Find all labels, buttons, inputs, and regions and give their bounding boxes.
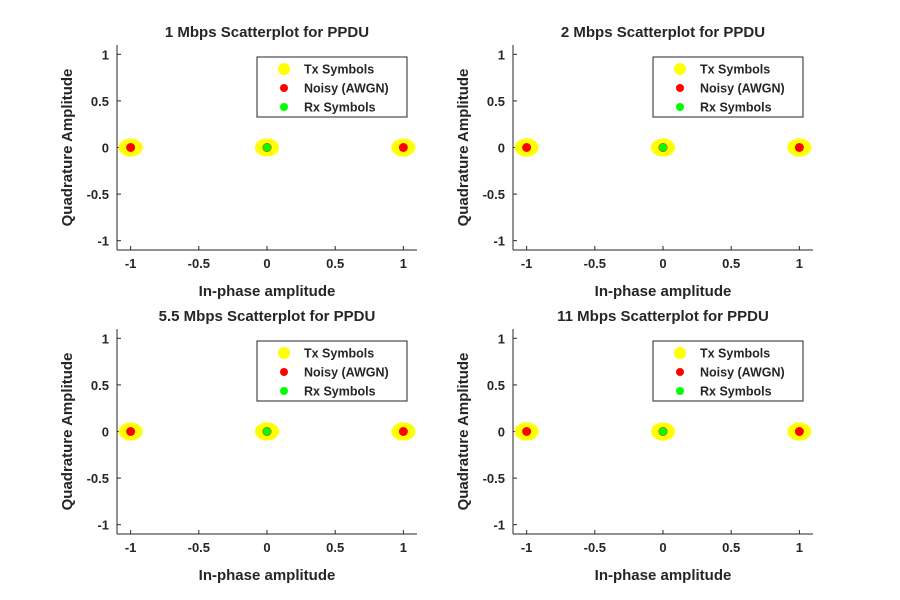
- x-axis-label: In-phase amplitude: [199, 283, 336, 300]
- legend-entry: Tx Symbols: [304, 347, 374, 361]
- scatter-panel-3: 5.5 Mbps Scatterplot for PPDU -1 -0.5 0 0.5 1…: [59, 308, 417, 584]
- legend-entry: Rx Symbols: [304, 101, 376, 115]
- chart-title: 2 Mbps Scatterplot for PPDU: [561, 24, 765, 41]
- y-tick-label: -1: [97, 518, 109, 533]
- legend-marker: [676, 387, 684, 395]
- legend-marker: [280, 368, 288, 376]
- noisy-symbol-point: [398, 427, 408, 436]
- x-axis-label: In-phase amplitude: [199, 567, 336, 584]
- legend-entry: Rx Symbols: [700, 101, 772, 115]
- y-tick-label: 1: [102, 47, 109, 62]
- y-axis-label: Quadrature Amplitude: [59, 353, 76, 511]
- y-tick-label: 0: [498, 425, 505, 440]
- legend-marker: [280, 387, 288, 395]
- legend-marker: [676, 84, 684, 92]
- x-tick-label: -1: [125, 540, 137, 555]
- legend-marker: [674, 63, 686, 75]
- x-tick-label: 0.5: [326, 256, 344, 271]
- legend: Tx Symbols Noisy (AWGN) Rx Symbols: [652, 56, 804, 118]
- legend-marker: [676, 103, 684, 111]
- x-tick-label: -1: [125, 256, 137, 271]
- x-tick-label: 1: [400, 540, 407, 555]
- legend-marker: [674, 347, 686, 359]
- scatter-panel-4: 11 Mbps Scatterplot for PPDU -1 -0.5 0 0.5 1 -…: [455, 308, 813, 584]
- x-axis-label: In-phase amplitude: [595, 567, 732, 584]
- legend-marker: [280, 103, 288, 111]
- y-axis-label: Quadrature Amplitude: [455, 353, 472, 511]
- y-tick-label: -0.5: [87, 471, 109, 486]
- legend-entry: Tx Symbols: [304, 63, 374, 77]
- legend-marker: [278, 347, 290, 359]
- y-tick-label: 0: [102, 425, 109, 440]
- noisy-symbol-point: [522, 427, 532, 436]
- rx-symbol-point: [659, 143, 667, 152]
- chart-title: 11 Mbps Scatterplot for PPDU: [557, 308, 769, 325]
- chart-title: 1 Mbps Scatterplot for PPDU: [165, 24, 369, 41]
- legend-entry: Noisy (AWGN): [304, 366, 389, 380]
- x-axis-label: In-phase amplitude: [595, 283, 732, 300]
- y-axis-label: Quadrature Amplitude: [455, 69, 472, 227]
- scatter-panel-2: 2 Mbps Scatterplot for PPDU -1 -0.5 0 0.5 1 -1…: [455, 24, 813, 300]
- y-tick-label: -1: [97, 234, 109, 249]
- noisy-symbol-point: [126, 143, 136, 152]
- y-tick-label: 0.5: [487, 94, 505, 109]
- noisy-symbol-point: [794, 427, 804, 436]
- x-tick-label: -1: [521, 256, 533, 271]
- y-tick-label: 0.5: [91, 94, 109, 109]
- x-tick-label: -0.5: [584, 540, 606, 555]
- legend-entry: Rx Symbols: [304, 385, 376, 399]
- x-tick-label: -0.5: [188, 256, 210, 271]
- rx-symbol-point: [659, 427, 667, 436]
- y-tick-label: 0: [498, 141, 505, 156]
- x-tick-label: 0.5: [722, 540, 740, 555]
- legend-marker: [676, 368, 684, 376]
- x-tick-label: 1: [796, 540, 803, 555]
- x-tick-label: 1: [796, 256, 803, 271]
- legend-marker: [278, 63, 290, 75]
- y-tick-label: -0.5: [87, 187, 109, 202]
- y-tick-label: 1: [102, 331, 109, 346]
- legend: Tx Symbols Noisy (AWGN) Rx Symbols: [652, 340, 804, 402]
- legend-entry: Noisy (AWGN): [700, 366, 785, 380]
- rx-symbol-point: [263, 143, 271, 152]
- x-tick-label: 0: [659, 540, 666, 555]
- noisy-symbol-point: [126, 427, 136, 436]
- y-tick-label: 0.5: [91, 378, 109, 393]
- y-tick-label: -1: [493, 518, 505, 533]
- noisy-symbol-point: [522, 143, 532, 152]
- noisy-symbol-point: [794, 143, 804, 152]
- chart-title: 5.5 Mbps Scatterplot for PPDU: [159, 308, 376, 325]
- x-tick-label: 0: [263, 540, 270, 555]
- y-tick-label: 1: [498, 47, 505, 62]
- x-tick-label: 1: [400, 256, 407, 271]
- legend: Tx Symbols Noisy (AWGN) Rx Symbols: [256, 340, 408, 402]
- x-tick-label: -0.5: [188, 540, 210, 555]
- legend-entry: Tx Symbols: [700, 63, 770, 77]
- y-tick-label: 0.5: [487, 378, 505, 393]
- scatter-panel-1: 1 Mbps Scatterplot for PPDU -1 -0.5 0 0.5 1 -1…: [59, 24, 417, 300]
- y-tick-label: -0.5: [483, 187, 505, 202]
- legend-entry: Tx Symbols: [700, 347, 770, 361]
- legend: Tx Symbols Noisy (AWGN) Rx Symbols: [256, 56, 408, 118]
- x-tick-label: 0.5: [326, 540, 344, 555]
- x-tick-label: -0.5: [584, 256, 606, 271]
- y-axis-label: Quadrature Amplitude: [59, 69, 76, 227]
- noisy-symbol-point: [398, 143, 408, 152]
- y-tick-label: -0.5: [483, 471, 505, 486]
- x-tick-label: -1: [521, 540, 533, 555]
- legend-entry: Noisy (AWGN): [700, 82, 785, 96]
- legend-entry: Noisy (AWGN): [304, 82, 389, 96]
- legend-entry: Rx Symbols: [700, 385, 772, 399]
- y-tick-label: -1: [493, 234, 505, 249]
- y-tick-label: 0: [102, 141, 109, 156]
- legend-marker: [280, 84, 288, 92]
- x-tick-label: 0.5: [722, 256, 740, 271]
- y-tick-label: 1: [498, 331, 505, 346]
- x-tick-label: 0: [263, 256, 270, 271]
- rx-symbol-point: [263, 427, 271, 436]
- x-tick-label: 0: [659, 256, 666, 271]
